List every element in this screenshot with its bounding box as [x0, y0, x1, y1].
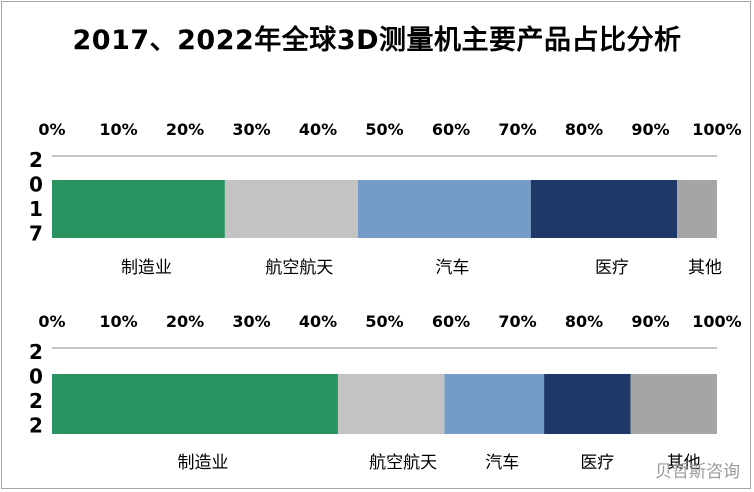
category-label-char: 2: [29, 340, 43, 364]
x-tick-label: 10%: [99, 120, 137, 139]
x-tick-label: 0%: [38, 120, 65, 139]
x-tick-label: 60%: [432, 120, 470, 139]
segment-label: 汽车: [485, 453, 519, 473]
segment-label: 航空航天: [369, 453, 437, 473]
category-label-char: 0: [29, 365, 43, 389]
segment-label: 其他: [688, 258, 722, 278]
x-tick-label: 100%: [692, 312, 741, 331]
bar-segment: [677, 180, 717, 238]
x-tick-label: 40%: [299, 120, 337, 139]
segment-label: 制造业: [121, 258, 172, 278]
x-tick-label: 40%: [299, 312, 337, 331]
x-tick-label: 20%: [166, 312, 204, 331]
category-label-char: 1: [29, 197, 43, 221]
category-label-char: 2: [29, 389, 43, 413]
segment-label: 航空航天: [265, 258, 333, 278]
x-tick-label: 80%: [565, 120, 603, 139]
segment-label: 制造业: [177, 453, 228, 473]
watermark-text: 贝哲斯咨询: [655, 462, 740, 482]
x-tick-label: 90%: [631, 312, 669, 331]
x-tick-label: 30%: [232, 120, 270, 139]
category-label-char: 2: [29, 148, 43, 172]
segment-label: 医疗: [580, 453, 614, 473]
x-tick-label: 70%: [498, 312, 536, 331]
bar-segment: [52, 180, 225, 238]
category-label-char: 0: [29, 173, 43, 197]
x-tick-label: 0%: [38, 312, 65, 331]
bar-segment: [630, 374, 717, 434]
x-tick-label: 90%: [631, 120, 669, 139]
x-tick-label: 30%: [232, 312, 270, 331]
bar-segment: [224, 180, 358, 238]
x-tick-label: 70%: [498, 120, 536, 139]
x-tick-label: 80%: [565, 312, 603, 331]
x-tick-label: 10%: [99, 312, 137, 331]
x-tick-label: 50%: [365, 120, 403, 139]
segment-label: 汽车: [435, 258, 469, 278]
bar-segment: [52, 374, 338, 434]
bar-segment: [337, 374, 445, 434]
x-tick-label: 20%: [166, 120, 204, 139]
segment-label: 医疗: [595, 258, 629, 278]
bar-segment: [444, 374, 545, 434]
x-tick-label: 50%: [365, 312, 403, 331]
x-tick-label: 60%: [432, 312, 470, 331]
x-tick-label: 100%: [692, 120, 741, 139]
category-label-char: 2: [29, 414, 43, 438]
bar-segment: [544, 374, 631, 434]
segment-label: 其他: [667, 453, 701, 473]
bar-segment: [357, 180, 531, 238]
category-label-char: 7: [29, 222, 43, 246]
chart-title: 2017、2022年全球3D测量机主要产品占比分析: [72, 25, 682, 56]
bar-segment: [530, 180, 678, 238]
